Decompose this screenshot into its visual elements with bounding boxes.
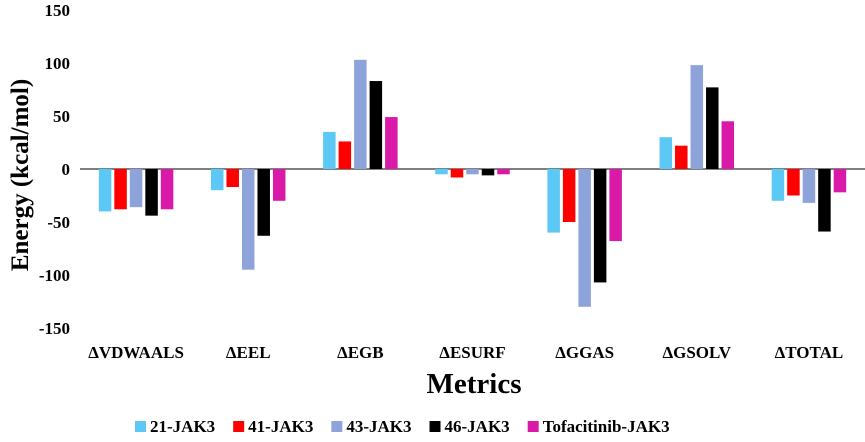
bar-5-4 [721,121,735,169]
legend-label: 21-JAK3 [150,417,215,436]
x-category-label: ΔTOTAL [775,343,844,362]
bar-0-0 [98,169,112,212]
bar-0-1 [114,169,127,210]
bar-6-1 [787,169,800,196]
x-category-label: ΔVDWAALS [88,343,184,362]
legend-label: 41-JAK3 [248,417,313,436]
legend-label: 43-JAK3 [346,417,411,436]
bar-1-2 [241,169,255,270]
bar-6-0 [771,169,785,201]
x-axis-title: Metrics [427,368,522,400]
bar-2-3 [369,81,383,169]
y-axis-title: Energy (kcal/mol) [7,79,34,271]
bar-0-4 [160,169,174,210]
legend-swatch [233,421,245,432]
bar-3-4 [497,169,510,175]
bar-0-3 [145,169,158,216]
bar-2-2 [354,59,367,169]
bar-2-4 [385,117,398,169]
bars [98,59,847,307]
x-category-label: ΔGGAS [555,343,614,362]
bar-3-0 [435,169,448,175]
x-category-label: ΔEEL [226,343,271,362]
bar-6-2 [802,169,816,203]
x-category-label: ΔESURF [439,343,505,362]
bar-4-3 [593,169,607,283]
legend-swatch [429,421,441,432]
x-axis-categories: ΔVDWAALS ΔEEL ΔEGB ΔESURF ΔGGAS ΔGSOLV ΔTOTAL [88,343,843,362]
bar-2-0 [323,131,336,169]
y-tick-label: 100 [45,54,71,73]
bar-4-4 [609,169,622,242]
legend: 21-JAK3 41-JAK3 43-JAK3 46-JAK3 Tofacitinib-… [135,417,670,436]
legend-label: Tofacitinib-JAK3 [543,417,670,436]
y-axis-ticks: 150 100 50 0 -50 -100 -150 [39,1,70,338]
bar-1-0 [210,169,224,191]
legend-swatch [135,421,146,432]
legend-swatch [527,421,539,432]
y-tick-label: -50 [47,213,70,232]
bar-3-2 [466,169,479,175]
bar-3-1 [450,169,464,178]
y-tick-label: 150 [45,1,71,20]
bar-4-1 [562,169,576,222]
bar-6-4 [833,169,847,193]
x-category-label: ΔGSOLV [662,343,731,362]
bar-4-2 [578,169,591,307]
legend-swatch [331,421,343,432]
legend-label: 46-JAK3 [445,417,510,436]
bar-5-2 [690,65,704,169]
bar-5-1 [675,145,688,169]
y-tick-label: 50 [53,107,70,126]
bar-5-3 [706,87,719,169]
bar-0-2 [129,169,143,208]
y-tick-label: 0 [62,160,71,179]
bar-3-3 [481,169,495,176]
bar-1-3 [257,169,270,236]
bar-1-4 [272,169,286,201]
x-category-label: ΔEGB [337,343,384,362]
bar-6-3 [818,169,831,232]
bar-4-0 [547,169,560,233]
bar-2-1 [338,141,352,169]
bar-5-0 [659,137,673,169]
bar-1-1 [226,169,239,188]
y-tick-label: -150 [39,319,70,338]
y-tick-label: -100 [39,266,70,285]
